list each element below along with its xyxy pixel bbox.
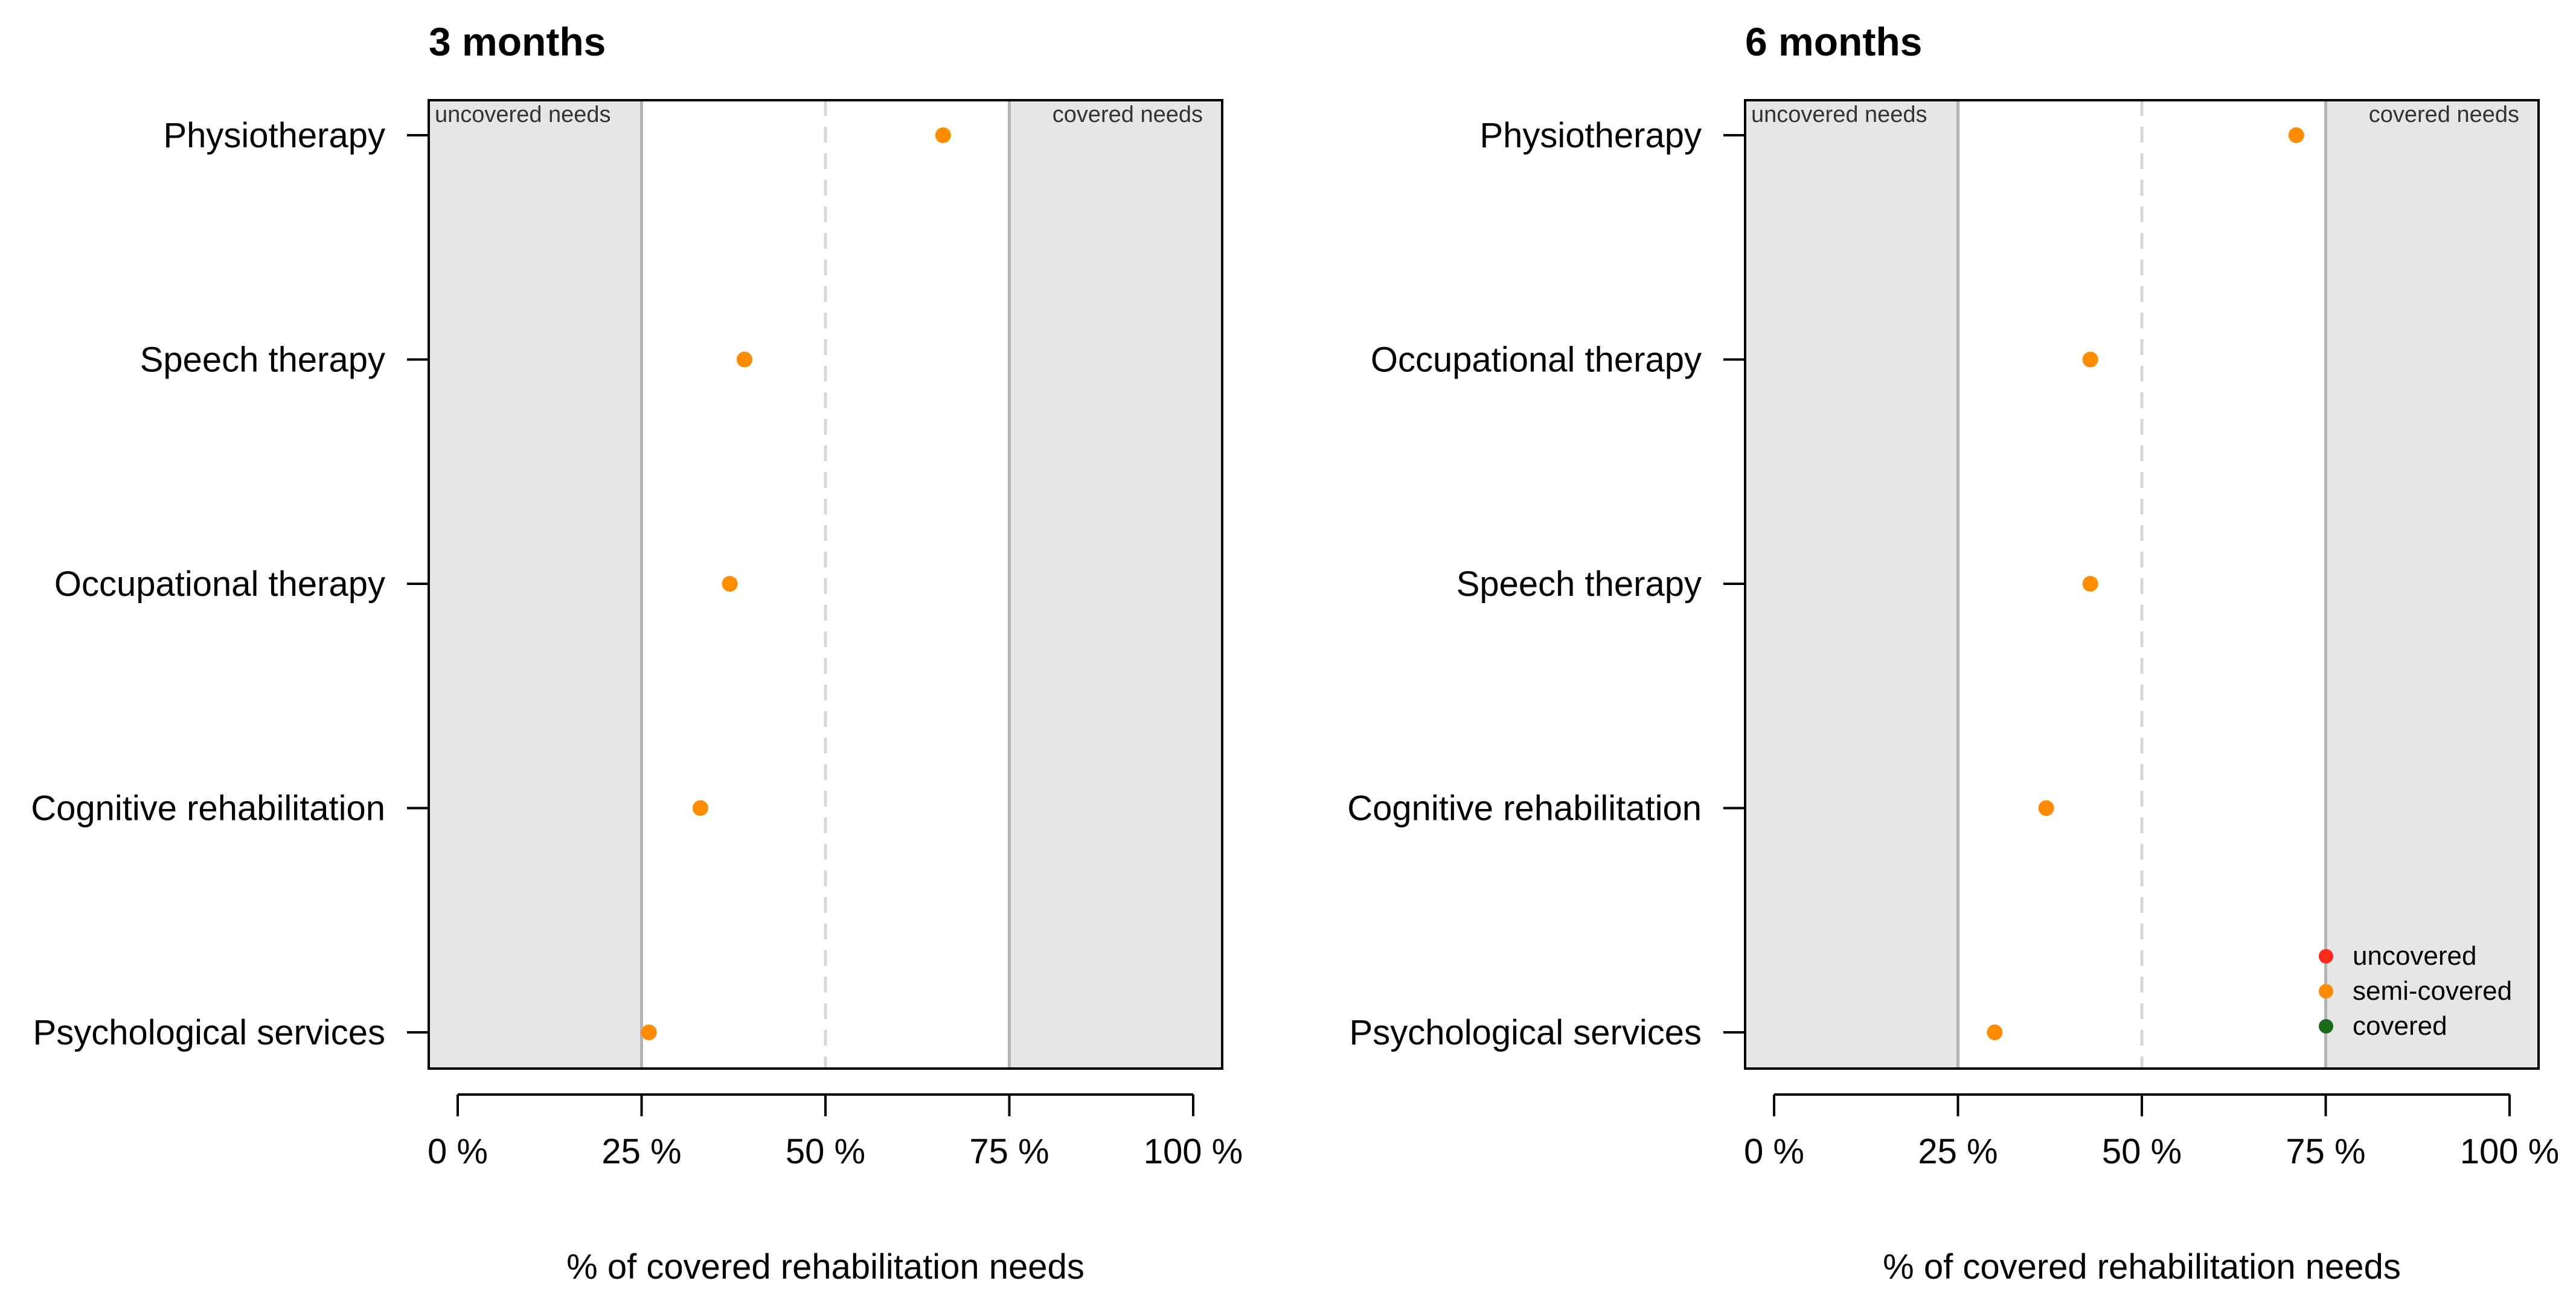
x-axis-title: % of covered rehabilitation needs (1883, 1247, 2401, 1287)
data-point (935, 127, 951, 143)
category-label: Occupational therapy (1371, 340, 1702, 380)
shaded-region-covered (1009, 100, 1222, 1069)
legend: uncovered semi-covered covered (2319, 941, 2512, 1041)
x-tick-label: 75 % (969, 1132, 1049, 1171)
category-label: Physiotherapy (163, 116, 385, 155)
panel-2: uncovered needs covered needs 6 months Phys… (1347, 19, 2559, 1287)
category-label: Psychological services (33, 1013, 385, 1052)
region-label-uncovered: uncovered needs (435, 102, 611, 127)
category-label: Physiotherapy (1479, 116, 1702, 155)
legend-marker-covered (2319, 1019, 2333, 1034)
x-axis-title: % of covered rehabilitation needs (566, 1247, 1085, 1287)
legend-marker-semi-covered (2319, 984, 2333, 999)
x-tick-label: 100 % (1144, 1132, 1243, 1171)
x-tick-label: 0 % (1744, 1132, 1804, 1171)
x-tick-label: 50 % (786, 1132, 865, 1171)
shaded-region-uncovered (429, 100, 642, 1069)
x-tick-label: 50 % (2102, 1132, 2182, 1171)
category-label: Cognitive rehabilitation (1347, 789, 1702, 828)
shaded-region-covered (2325, 100, 2539, 1069)
x-tick-label: 100 % (2460, 1132, 2559, 1171)
data-point (737, 351, 753, 368)
legend-marker-uncovered (2319, 949, 2333, 964)
data-point (2288, 127, 2304, 143)
data-point (641, 1024, 657, 1040)
category-label: Speech therapy (140, 340, 385, 380)
data-point (2082, 351, 2098, 368)
shaded-region-uncovered (1745, 100, 1958, 1069)
data-point (692, 800, 708, 816)
legend-label-semi-covered: semi-covered (2353, 976, 2512, 1006)
category-label: Cognitive rehabilitation (31, 789, 385, 828)
panel-1: uncovered needs covered needs 3 months Phys… (31, 19, 1243, 1287)
x-tick-label: 0 % (428, 1132, 488, 1171)
region-label-covered: covered needs (1053, 102, 1203, 127)
x-tick-label: 25 % (601, 1132, 681, 1171)
legend-label-uncovered: uncovered (2353, 941, 2476, 971)
category-label: Occupational therapy (54, 564, 385, 604)
category-label: Speech therapy (1456, 564, 1702, 604)
chart-title: 6 months (1745, 19, 1922, 64)
category-label: Psychological services (1350, 1013, 1702, 1052)
region-label-covered: covered needs (2369, 102, 2519, 127)
data-point (2038, 800, 2054, 816)
x-tick-label: 75 % (2286, 1132, 2365, 1171)
data-point (722, 576, 738, 592)
data-point (1987, 1024, 2003, 1040)
x-tick-label: 25 % (1918, 1132, 1998, 1171)
chart-title: 3 months (429, 19, 606, 64)
region-label-uncovered: uncovered needs (1751, 102, 1927, 127)
legend-label-covered: covered (2353, 1011, 2447, 1041)
data-point (2082, 576, 2098, 592)
